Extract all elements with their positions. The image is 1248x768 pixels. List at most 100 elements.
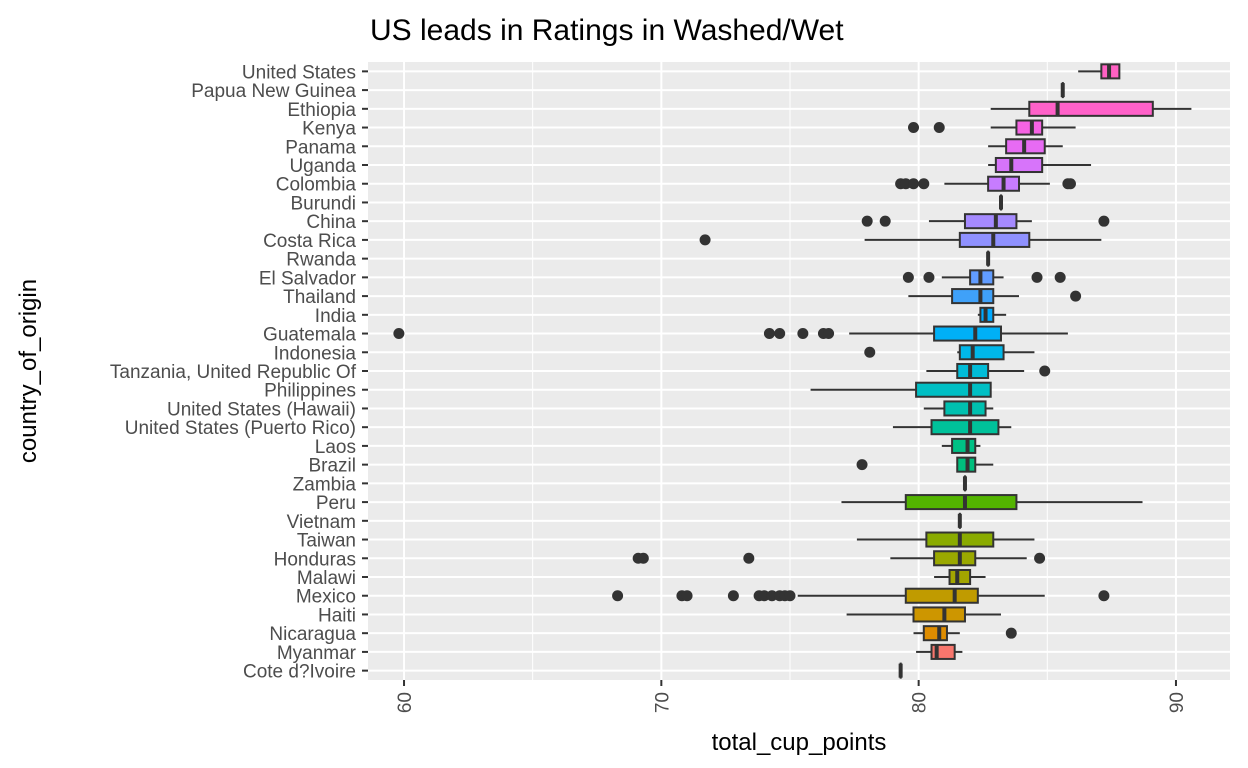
box — [943, 400, 987, 417]
box — [948, 568, 972, 586]
x-tick-label: 80 — [910, 692, 931, 713]
box-group — [393, 325, 1068, 342]
y-tick-label: Malawi — [297, 568, 356, 589]
y-tick-label: Costa Rica — [263, 231, 356, 252]
outlier-point — [861, 215, 873, 227]
y-tick-label: Rwanda — [286, 250, 356, 271]
outlier-point — [1098, 215, 1110, 227]
y-tick-label: Vietnam — [287, 512, 356, 533]
y-tick-label: Peru — [316, 493, 356, 514]
outlier-point — [1098, 590, 1110, 602]
y-tick-label: Guatemala — [263, 325, 356, 346]
boxplot-marks — [393, 63, 1192, 679]
box-group — [864, 344, 1035, 361]
outlier-point — [393, 328, 405, 340]
box-group — [902, 269, 1066, 286]
y-tick-label: Zambia — [293, 474, 357, 495]
outlier-point — [1070, 290, 1082, 302]
box-group — [990, 100, 1192, 117]
box — [963, 213, 1018, 230]
outlier-point — [879, 215, 891, 227]
outlier-point — [902, 271, 914, 283]
box-group — [941, 437, 981, 454]
outlier-point — [1034, 552, 1046, 564]
outlier-point — [1031, 271, 1043, 283]
y-tick-label: Haiti — [318, 605, 356, 626]
box-group — [612, 587, 1110, 604]
x-axis: 60 70 80 90 — [395, 680, 1188, 713]
box-group — [908, 119, 1076, 136]
y-tick-label: Indonesia — [274, 343, 357, 364]
box — [904, 587, 979, 604]
box-group — [699, 231, 1102, 248]
y-tick-label: Taiwan — [297, 531, 356, 552]
y-tick-label: Ethiopia — [287, 100, 356, 121]
box-group — [913, 625, 1017, 642]
box-group — [977, 306, 1007, 323]
outlier-point — [1054, 271, 1066, 283]
x-tick-label: 70 — [652, 692, 673, 713]
x-axis-title: total_cup_points — [712, 729, 887, 756]
box — [915, 381, 992, 398]
box — [922, 625, 948, 642]
box — [904, 494, 1018, 511]
outlier-point — [758, 590, 770, 602]
box-group — [895, 175, 1076, 192]
outlier-point — [784, 590, 796, 602]
box — [933, 325, 1002, 342]
outlier-point — [918, 178, 930, 190]
box — [1028, 100, 1154, 117]
y-tick-label: Thailand — [283, 287, 356, 308]
outlier-point — [774, 328, 786, 340]
box-group — [861, 213, 1110, 230]
box-group — [988, 156, 1092, 174]
outlier-point — [1005, 627, 1017, 639]
y-tick-label: Nicaragua — [269, 624, 356, 645]
box — [951, 288, 995, 305]
box-group — [856, 531, 1035, 548]
outlier-point — [681, 590, 693, 602]
box-group — [841, 494, 1143, 511]
y-tick-label: Mexico — [296, 587, 356, 608]
box — [933, 550, 977, 567]
y-axis-title: country_of_origin — [15, 279, 42, 463]
outlier-point — [763, 328, 775, 340]
x-tick-label: 60 — [395, 692, 416, 713]
box — [1015, 119, 1044, 136]
box-group — [632, 550, 1046, 567]
outlier-point — [908, 122, 920, 134]
outlier-point — [908, 178, 920, 190]
outlier-point — [637, 552, 649, 564]
y-tick-label: Laos — [315, 437, 356, 458]
box-group — [908, 288, 1082, 305]
y-tick-label: Kenya — [302, 119, 356, 140]
y-tick-label: United States (Hawaii) — [167, 399, 356, 420]
box-group — [916, 643, 963, 660]
y-tick-label: Panama — [285, 137, 356, 158]
box-group — [926, 362, 1051, 380]
y-tick-label: China — [306, 212, 356, 233]
box — [930, 419, 1000, 436]
outlier-point — [933, 122, 945, 134]
y-tick-label: El Salvador — [259, 268, 357, 289]
box-group — [856, 456, 994, 473]
y-tick-label: Colombia — [276, 175, 357, 196]
y-tick-label: United States (Puerto Rico) — [125, 418, 356, 439]
box-group — [810, 381, 992, 398]
box-group — [892, 419, 1012, 436]
outlier-point — [612, 590, 624, 602]
box — [958, 344, 1005, 361]
outlier-point — [766, 590, 778, 602]
box-group — [923, 400, 994, 417]
box-group — [1078, 63, 1121, 80]
y-tick-label: United States — [242, 62, 356, 83]
outlier-point — [1064, 178, 1076, 190]
outlier-point — [727, 590, 739, 602]
y-tick-label: Cote d?Ivoire — [243, 662, 356, 683]
outlier-point — [856, 459, 868, 471]
outlier-point — [743, 552, 755, 564]
y-tick-label: India — [315, 306, 357, 327]
outlier-point — [864, 346, 876, 358]
outlier-point — [923, 271, 935, 283]
